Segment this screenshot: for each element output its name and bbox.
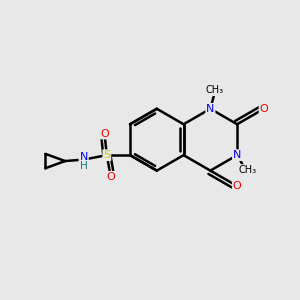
Text: O: O: [100, 128, 109, 139]
Text: O: O: [233, 181, 242, 191]
Text: N: N: [233, 150, 241, 160]
Text: N: N: [80, 152, 88, 162]
Text: O: O: [260, 104, 268, 114]
Text: CH₃: CH₃: [206, 85, 224, 95]
Text: O: O: [106, 172, 115, 182]
Text: N: N: [206, 104, 214, 114]
Text: CH₃: CH₃: [238, 165, 256, 175]
Text: S: S: [103, 150, 110, 160]
Text: H: H: [80, 161, 88, 171]
